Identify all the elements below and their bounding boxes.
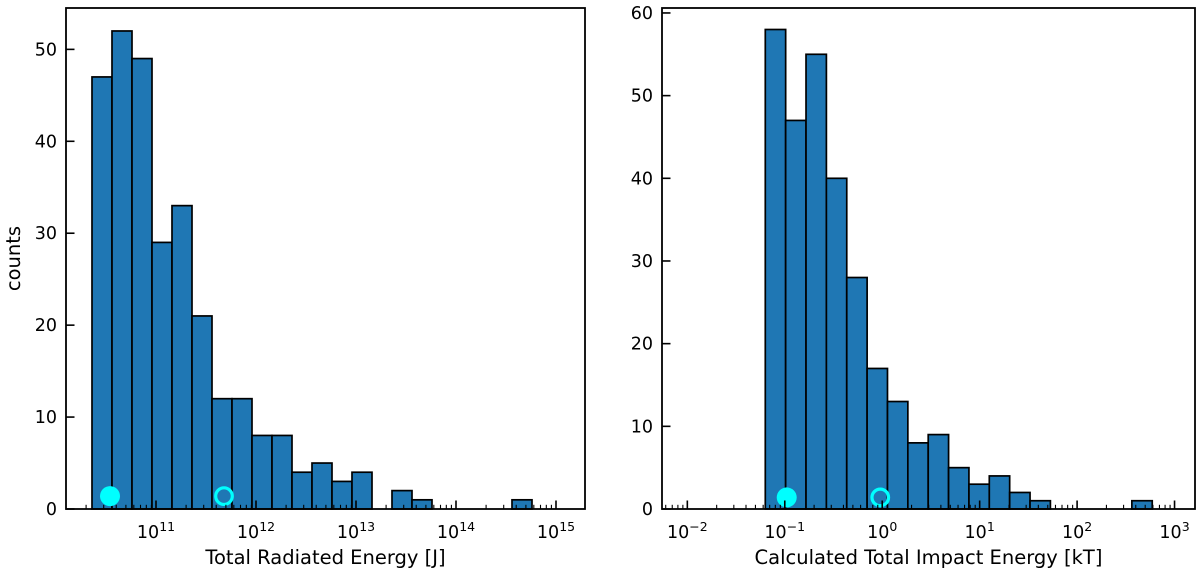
y-tick-label: 50 bbox=[631, 87, 653, 107]
y-tick-label: 0 bbox=[642, 500, 653, 520]
histogram-bar bbox=[927, 433, 950, 510]
histogram-bar bbox=[251, 434, 273, 510]
x-tick-label: 1014 bbox=[437, 519, 475, 543]
x-axis-label: Calculated Total Impact Energy [kT] bbox=[755, 546, 1103, 569]
event-marker-open-circle bbox=[214, 486, 234, 507]
x-tick-label: 100 bbox=[867, 519, 897, 543]
event-marker-open-circle bbox=[870, 487, 891, 508]
histogram-bar bbox=[1131, 499, 1154, 510]
histogram-bar bbox=[271, 434, 293, 510]
y-tick-label: 0 bbox=[46, 500, 57, 520]
x-tick-label: 1011 bbox=[137, 519, 175, 543]
x-tick-label: 102 bbox=[1062, 519, 1092, 543]
histogram-bar bbox=[988, 475, 1011, 510]
y-tick-label: 10 bbox=[35, 408, 57, 428]
histogram-bar bbox=[151, 241, 173, 510]
y-tick-label: 30 bbox=[35, 224, 57, 244]
histogram-bar bbox=[111, 30, 133, 510]
x-tick-label: 1013 bbox=[337, 519, 375, 543]
histogram-bar bbox=[231, 397, 253, 510]
y-tick-label: 60 bbox=[631, 4, 653, 24]
y-tick-label: 40 bbox=[35, 132, 57, 152]
event-marker-filled-circle bbox=[100, 486, 120, 507]
y-axis-label: counts bbox=[2, 226, 25, 291]
histogram-bar bbox=[91, 76, 113, 510]
histogram-calculated-impact-energy: 10−2 10−1 100 101 102 103 0 10 20 30 40 50 60 Calcula… bbox=[631, 4, 1196, 569]
histogram-bar bbox=[845, 276, 868, 510]
x-tick-label: 10−1 bbox=[764, 519, 805, 543]
histogram-bar bbox=[131, 57, 153, 510]
histogram-bar bbox=[291, 471, 313, 510]
histogram-bar bbox=[805, 53, 828, 510]
x-tick-label: 101 bbox=[965, 519, 995, 543]
histogram-bar bbox=[1008, 491, 1031, 510]
histogram-bar bbox=[511, 498, 533, 510]
histogram-bar bbox=[331, 480, 353, 510]
x-tick-label: 1012 bbox=[237, 519, 275, 543]
x-tick-label: 10−2 bbox=[667, 519, 708, 543]
x-tick-label: 103 bbox=[1159, 519, 1189, 543]
histogram-bar bbox=[906, 442, 930, 510]
plot-frame bbox=[661, 7, 1196, 510]
histogram-total-radiated-energy: 1011 1012 1013 1014 1015 0 10 20 30 40 50 Total Rad… bbox=[2, 7, 586, 569]
y-tick-label: 40 bbox=[631, 169, 653, 189]
y-tick-label: 30 bbox=[631, 252, 653, 272]
histogram-bar bbox=[391, 489, 413, 510]
histogram-bar bbox=[886, 400, 909, 510]
histogram-bar bbox=[866, 367, 889, 510]
y-tick-label: 20 bbox=[631, 335, 653, 355]
event-marker-filled-circle bbox=[776, 487, 797, 508]
histogram-bar bbox=[947, 466, 970, 510]
x-axis-label: Total Radiated Energy [J] bbox=[204, 546, 445, 569]
histogram-bar bbox=[171, 204, 193, 510]
y-tick-label: 10 bbox=[631, 417, 653, 437]
histogram-bar bbox=[351, 471, 373, 510]
histogram-bar bbox=[764, 28, 787, 510]
histogram-bar bbox=[191, 315, 213, 510]
y-tick-label: 20 bbox=[35, 316, 57, 336]
histogram-bar bbox=[411, 498, 433, 510]
histogram-bar bbox=[825, 177, 848, 510]
y-tick-label: 50 bbox=[35, 40, 57, 60]
plot-frame bbox=[65, 7, 586, 510]
histogram-bar bbox=[311, 462, 333, 510]
histogram-bar bbox=[784, 119, 807, 510]
x-tick-label: 1015 bbox=[537, 519, 575, 543]
